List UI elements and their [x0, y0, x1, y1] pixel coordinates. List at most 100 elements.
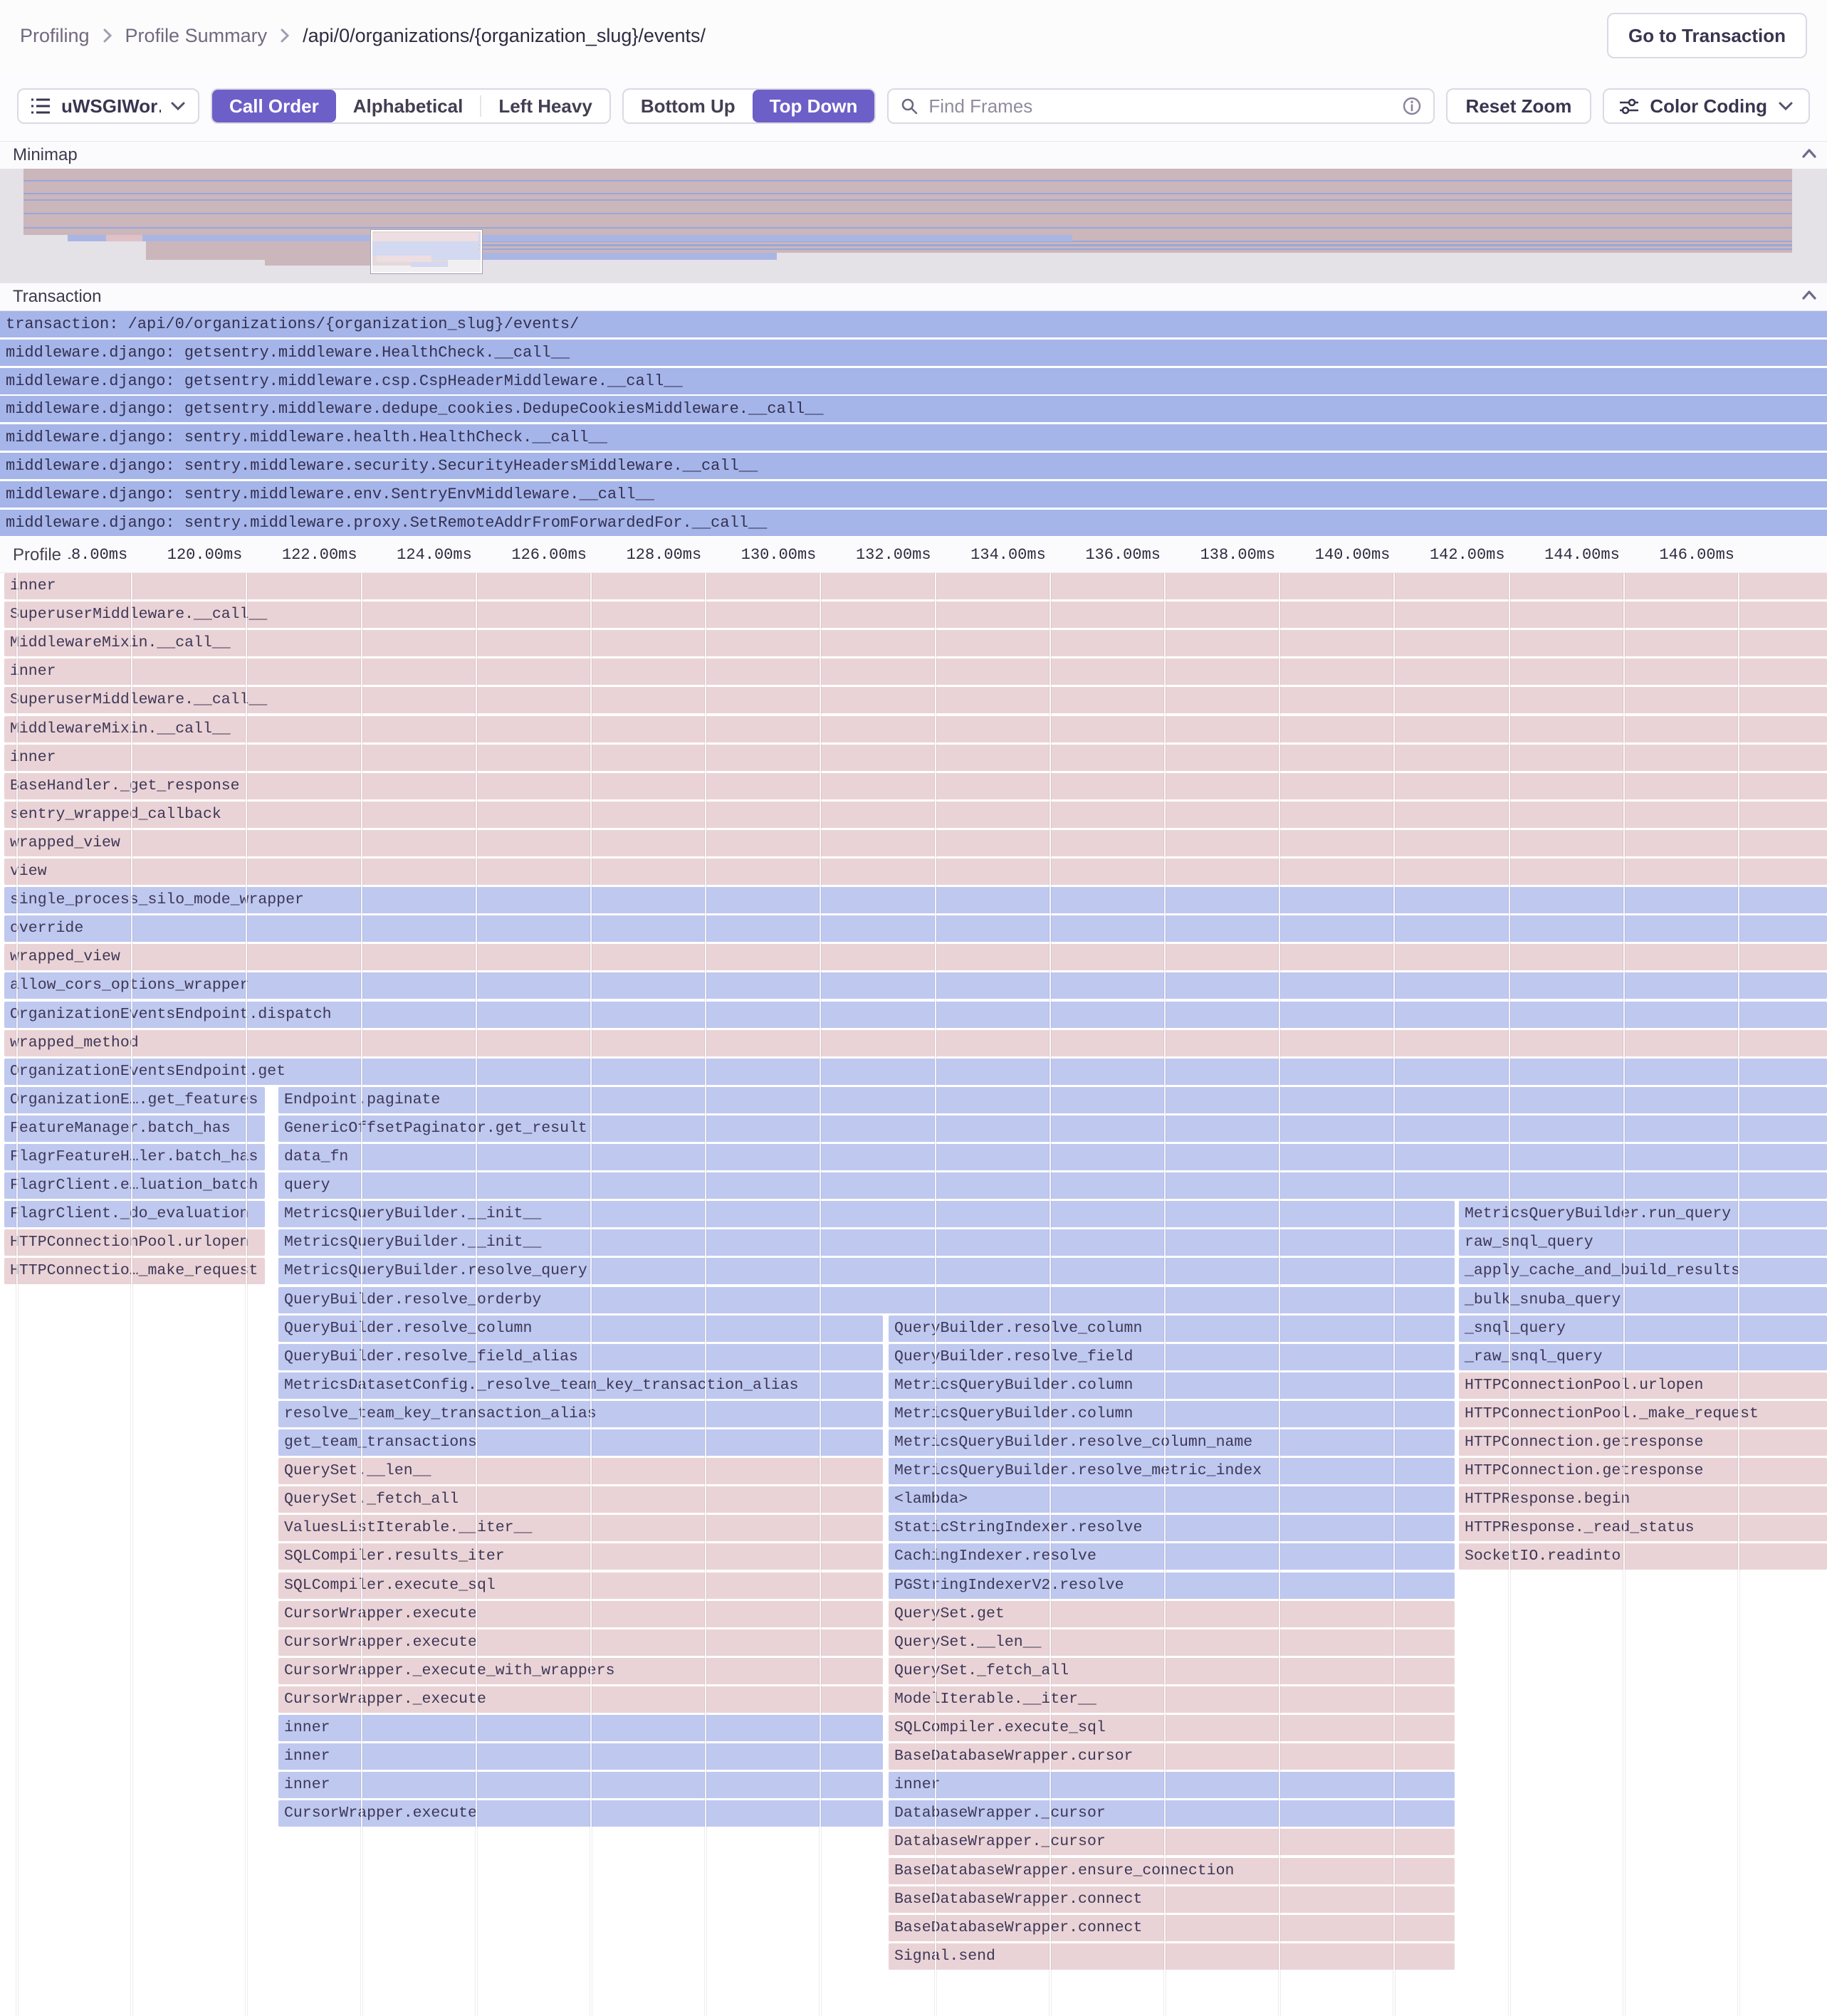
flame-frame[interactable]: get_team_transactions [278, 1429, 883, 1456]
transaction-span-row[interactable]: middleware.django: sentry.middleware.pro… [0, 509, 1827, 536]
flame-frame[interactable]: BaseDatabaseWrapper.ensure_connection [889, 1857, 1455, 1884]
flame-frame[interactable]: _raw_snql_query [1459, 1343, 1827, 1370]
flame-frame[interactable]: QuerySet.get [889, 1600, 1455, 1627]
search-input[interactable] [927, 94, 1393, 118]
flame-frame[interactable]: query [278, 1172, 1827, 1199]
flame-frame[interactable]: allow_cors_options_wrapper [4, 972, 1827, 999]
flame-frame[interactable]: HTTPConnectionPool._make_request [1459, 1400, 1827, 1427]
flame-frame[interactable]: BaseDatabaseWrapper.cursor [889, 1743, 1455, 1770]
flame-frame[interactable]: wrapped_view [4, 944, 1827, 971]
flame-frame[interactable]: inner [4, 573, 1827, 599]
transaction-span-row[interactable]: middleware.django: sentry.middleware.hea… [0, 424, 1827, 451]
flame-frame[interactable]: SocketIO.readinto [1459, 1543, 1827, 1570]
thread-selector-dropdown[interactable]: uWSGIWor… [17, 88, 199, 124]
tab-top-down[interactable]: Top Down [752, 90, 875, 122]
flame-frame[interactable]: DatabaseWrapper._cursor [889, 1800, 1455, 1827]
flame-frame[interactable]: MiddlewareMixin.__call__ [4, 630, 1827, 657]
transaction-span-row[interactable]: middleware.django: getsentry.middleware.… [0, 339, 1827, 366]
flame-frame[interactable]: ValuesListIterable.__iter__ [278, 1515, 883, 1542]
flame-frame[interactable]: QueryBuilder.resolve_column [278, 1315, 883, 1342]
flame-frame[interactable]: sentry_wrapped_callback [4, 801, 1827, 828]
flame-frame[interactable]: <lambda> [889, 1486, 1455, 1513]
flame-frame[interactable]: wrapped_method [4, 1029, 1827, 1056]
flame-frame[interactable]: QuerySet.__len__ [278, 1458, 883, 1485]
flame-frame[interactable]: FlagrFeatureH…ler.batch_has [4, 1144, 265, 1170]
flame-frame[interactable]: BaseHandler._get_response [4, 772, 1827, 799]
transaction-span-row[interactable]: middleware.django: sentry.middleware.env… [0, 481, 1827, 508]
flame-frame[interactable]: CursorWrapper.execute [278, 1629, 883, 1656]
flame-frame[interactable]: HTTPConnectionPool.urlopen [1459, 1372, 1827, 1399]
flame-frame[interactable]: MetricsQueryBuilder.resolve_metric_index [889, 1458, 1455, 1485]
flame-frame[interactable]: DatabaseWrapper._cursor [889, 1829, 1455, 1856]
flame-frame[interactable]: MetricsDatasetConfig._resolve_team_key_t… [278, 1372, 883, 1399]
flame-frame[interactable]: MetricsQueryBuilder.run_query [1459, 1201, 1827, 1228]
flame-frame[interactable]: inner [278, 1715, 883, 1741]
tab-call-order[interactable]: Call Order [212, 90, 336, 122]
flame-frame[interactable]: MetricsQueryBuilder.__init__ [278, 1201, 1455, 1228]
flame-frame[interactable]: SQLCompiler.execute_sql [278, 1572, 883, 1599]
flame-frame[interactable]: HTTPResponse._read_status [1459, 1515, 1827, 1542]
flame-frame[interactable]: QuerySet._fetch_all [278, 1486, 883, 1513]
flame-frame[interactable]: MetricsQueryBuilder.resolve_query [278, 1258, 1455, 1285]
flame-frame[interactable]: inner [4, 658, 1827, 686]
flame-frame[interactable]: FlagrClient.e…luation_batch [4, 1172, 265, 1199]
flame-frame[interactable]: HTTPConnectio…_make_request [4, 1258, 265, 1285]
tab-alphabetical[interactable]: Alphabetical [352, 95, 464, 117]
flame-frame[interactable]: _snql_query [1459, 1315, 1827, 1342]
flame-frame[interactable]: Signal.send [889, 1943, 1455, 1970]
flame-frame[interactable]: SuperuserMiddleware.__call__ [4, 687, 1827, 714]
flame-frame[interactable]: CursorWrapper._execute [278, 1686, 883, 1713]
flame-frame[interactable]: HTTPConnection.getresponse [1459, 1429, 1827, 1456]
flame-frame[interactable]: inner [4, 744, 1827, 771]
flame-frame[interactable]: PGStringIndexerV2.resolve [889, 1572, 1455, 1599]
flame-frame[interactable]: QueryBuilder.resolve_orderby [278, 1286, 1455, 1313]
flame-frame[interactable]: QueryBuilder.resolve_field [889, 1343, 1455, 1370]
flame-frame[interactable]: OrganizationEventsEndpoint.dispatch [4, 1001, 1827, 1028]
flame-frame[interactable]: _apply_cache_and_build_results [1459, 1258, 1827, 1285]
transaction-span-row[interactable]: middleware.django: sentry.middleware.sec… [0, 453, 1827, 479]
flame-frame[interactable]: Endpoint.paginate [278, 1086, 1827, 1113]
flame-frame[interactable]: data_fn [278, 1144, 1827, 1170]
transaction-span-row[interactable]: middleware.django: getsentry.middleware.… [0, 367, 1827, 394]
flame-frame[interactable]: MetricsQueryBuilder.column [889, 1372, 1455, 1399]
color-coding-dropdown[interactable]: Color Coding [1603, 88, 1810, 124]
flame-frame[interactable]: MetricsQueryBuilder.column [889, 1400, 1455, 1427]
flame-frame[interactable]: FeatureManager.batch_has [4, 1115, 265, 1142]
flame-frame[interactable]: QuerySet.__len__ [889, 1629, 1455, 1656]
flame-frame[interactable]: override [4, 915, 1827, 943]
tab-left-heavy[interactable]: Left Heavy [498, 95, 592, 117]
reset-zoom-button[interactable]: Reset Zoom [1445, 88, 1592, 124]
flame-frame[interactable]: FlagrClient._do_evaluation [4, 1201, 265, 1228]
flame-frame[interactable]: HTTPConnection.getresponse [1459, 1458, 1827, 1485]
flame-frame[interactable]: single_process_silo_mode_wrapper [4, 887, 1827, 914]
flame-frame[interactable]: QueryBuilder.resolve_column [889, 1315, 1455, 1342]
minimap-viewport[interactable] [370, 229, 483, 275]
go-to-transaction-button[interactable]: Go to Transaction [1606, 13, 1807, 58]
flame-frame[interactable]: HTTPResponse.begin [1459, 1486, 1827, 1513]
flame-frame[interactable]: GenericOffsetPaginator.get_result [278, 1115, 1827, 1142]
flamegraph-canvas[interactable]: inner SuperuserMiddleware.__call__ Middlew… [0, 573, 1827, 2016]
tab-bottom-up[interactable]: Bottom Up [640, 95, 735, 117]
flame-frame[interactable]: MetricsQueryBuilder.resolve_column_name [889, 1429, 1455, 1456]
flame-frame[interactable]: StaticStringIndexer.resolve [889, 1515, 1455, 1542]
flame-frame[interactable]: CursorWrapper.execute [278, 1600, 883, 1627]
flame-frame[interactable]: inner [889, 1772, 1455, 1799]
flame-frame[interactable]: resolve_team_key_transaction_alias [278, 1400, 883, 1427]
flame-frame[interactable]: QuerySet._fetch_all [889, 1657, 1455, 1684]
transaction-span-row[interactable]: transaction: /api/0/organizations/{organ… [0, 311, 1827, 337]
flame-frame[interactable]: QueryBuilder.resolve_field_alias [278, 1343, 883, 1370]
info-icon[interactable] [1402, 96, 1422, 116]
flame-frame[interactable]: ModelIterable.__iter__ [889, 1686, 1455, 1713]
flame-frame[interactable]: CachingIndexer.resolve [889, 1543, 1455, 1570]
flame-frame[interactable]: CursorWrapper._execute_with_wrappers [278, 1657, 883, 1684]
transaction-span-row[interactable]: middleware.django: getsentry.middleware.… [0, 396, 1827, 423]
flame-frame[interactable]: BaseDatabaseWrapper.connect [889, 1914, 1455, 1941]
flame-frame[interactable]: inner [278, 1772, 883, 1799]
flame-frame[interactable]: SQLCompiler.execute_sql [889, 1715, 1455, 1741]
flame-frame[interactable]: HTTPConnectionPool.urlopen [4, 1229, 265, 1256]
flame-frame[interactable]: raw_snql_query [1459, 1229, 1827, 1256]
flame-frame[interactable]: view [4, 859, 1827, 885]
flame-frame[interactable]: CursorWrapper.execute [278, 1800, 883, 1827]
flame-frame[interactable]: inner [278, 1743, 883, 1770]
breadcrumb-profile-summary[interactable]: Profile Summary [125, 24, 268, 46]
